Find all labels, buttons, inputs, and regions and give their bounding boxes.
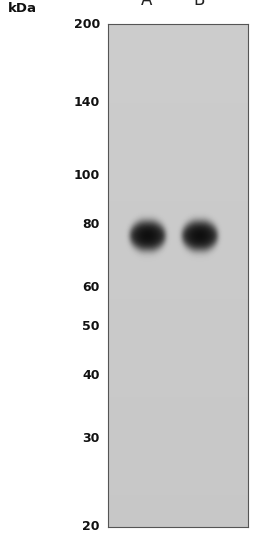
Text: 200: 200	[73, 18, 100, 31]
Text: A: A	[141, 0, 153, 9]
Text: 30: 30	[82, 432, 100, 445]
Text: 50: 50	[82, 320, 100, 333]
Text: 80: 80	[82, 218, 100, 231]
Text: 20: 20	[82, 520, 100, 533]
Text: 40: 40	[82, 369, 100, 382]
Text: 60: 60	[82, 281, 100, 294]
Text: 100: 100	[73, 169, 100, 182]
Text: B: B	[193, 0, 205, 9]
Text: 140: 140	[73, 96, 100, 109]
Text: kDa: kDa	[8, 2, 37, 15]
